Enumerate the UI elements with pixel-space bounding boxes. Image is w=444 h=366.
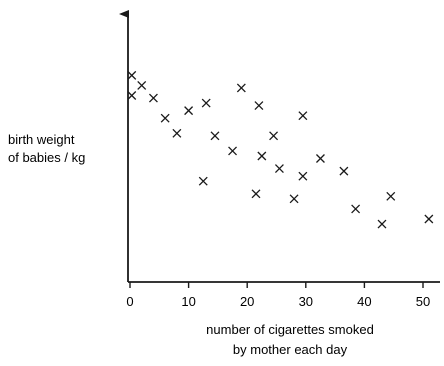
data-point	[424, 214, 434, 224]
x-tick-label: 10	[181, 294, 195, 309]
data-point	[198, 176, 208, 186]
data-point	[298, 171, 308, 181]
x-tick-label: 20	[240, 294, 254, 309]
x-tick-label: 0	[126, 294, 133, 309]
data-point	[201, 98, 211, 108]
axes	[119, 10, 440, 283]
data-point	[351, 204, 361, 214]
data-point	[172, 128, 182, 138]
y-axis-label-line-1: birth weight	[8, 132, 75, 147]
data-point	[137, 80, 147, 90]
data-point	[289, 194, 299, 204]
x-tick-label: 40	[357, 294, 371, 309]
data-point	[127, 91, 137, 100]
data-point	[269, 131, 279, 141]
x-tick-label: 50	[416, 294, 430, 309]
x-tick-label: 30	[299, 294, 313, 309]
data-point	[257, 151, 267, 161]
data-point	[148, 93, 158, 103]
x-ticks: 0 10 20 30 40 50	[126, 282, 430, 309]
data-point	[184, 106, 194, 116]
data-point	[127, 70, 137, 80]
data-point	[298, 111, 308, 121]
data-point	[228, 146, 238, 156]
data-point	[315, 154, 325, 163]
x-axis-label-line-1: number of cigarettes smoked	[206, 322, 374, 337]
data-points	[127, 70, 434, 229]
data-point	[251, 189, 261, 199]
data-point	[210, 131, 220, 141]
y-axis-label-line-2: of babies / kg	[8, 150, 85, 165]
data-point	[236, 83, 246, 93]
data-point	[339, 166, 349, 176]
data-point	[160, 113, 170, 123]
data-point	[386, 191, 396, 201]
data-point	[254, 101, 264, 111]
x-axis-label-line-2: by mother each day	[233, 342, 348, 357]
data-point	[377, 219, 387, 229]
data-point	[274, 164, 284, 174]
